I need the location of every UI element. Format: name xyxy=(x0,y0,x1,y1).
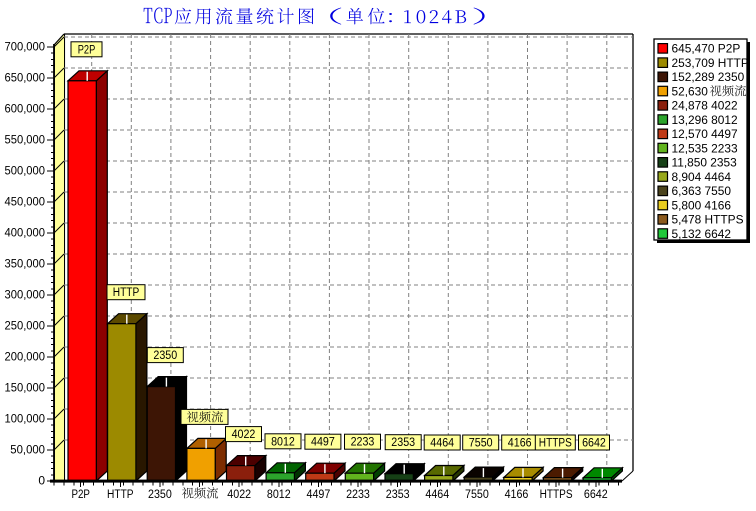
svg-text:6642: 6642 xyxy=(584,487,608,501)
svg-text:600,000: 600,000 xyxy=(5,101,46,115)
svg-text:2353: 2353 xyxy=(386,487,410,501)
svg-text:50,000: 50,000 xyxy=(10,442,45,456)
svg-text:2233: 2233 xyxy=(346,487,370,501)
svg-text:52,630: 52,630 xyxy=(672,84,709,98)
svg-text:8012: 8012 xyxy=(271,436,295,448)
svg-text:350,000: 350,000 xyxy=(5,256,46,270)
svg-text:4166: 4166 xyxy=(508,438,532,450)
svg-text:4022: 4022 xyxy=(232,429,256,441)
svg-text:0: 0 xyxy=(38,473,45,487)
svg-text:12,570 4497: 12,570 4497 xyxy=(672,127,739,141)
svg-text:152,289 2350: 152,289 2350 xyxy=(672,70,745,84)
svg-text:4497: 4497 xyxy=(311,437,335,449)
svg-text:150,000: 150,000 xyxy=(5,380,46,394)
svg-text:HTTPS: HTTPS xyxy=(539,438,572,450)
svg-text:450,000: 450,000 xyxy=(5,194,46,208)
svg-text:4464: 4464 xyxy=(425,487,449,501)
svg-text:550,000: 550,000 xyxy=(5,132,46,146)
svg-text:8012: 8012 xyxy=(267,487,291,501)
svg-text:253,709 HTTP: 253,709 HTTP xyxy=(672,56,749,70)
svg-text:5,800 4166: 5,800 4166 xyxy=(672,198,732,212)
svg-text:P2P: P2P xyxy=(71,487,90,501)
svg-text:24,878 4022: 24,878 4022 xyxy=(672,99,739,113)
svg-text:HTTP: HTTP xyxy=(107,487,134,501)
svg-text:2233: 2233 xyxy=(351,437,375,449)
svg-text:2353: 2353 xyxy=(391,437,415,449)
svg-text:HTTPS: HTTPS xyxy=(540,487,573,501)
svg-text:5,478 HTTPS: 5,478 HTTPS xyxy=(672,213,744,227)
svg-text:5,132 6642: 5,132 6642 xyxy=(672,227,732,241)
svg-text:11,850 2353: 11,850 2353 xyxy=(672,156,738,170)
svg-text:P2P: P2P xyxy=(78,44,96,56)
svg-text:4464: 4464 xyxy=(430,438,454,450)
svg-text:645,470 P2P: 645,470 P2P xyxy=(672,42,741,56)
svg-text:2350: 2350 xyxy=(148,487,172,501)
svg-text:4022: 4022 xyxy=(227,487,251,501)
svg-text:6,363 7550: 6,363 7550 xyxy=(672,184,732,198)
svg-text:4497: 4497 xyxy=(307,487,331,501)
svg-text:300,000: 300,000 xyxy=(5,287,46,301)
svg-text:4166: 4166 xyxy=(505,487,529,501)
svg-text:200,000: 200,000 xyxy=(5,349,46,363)
svg-text:HTTP: HTTP xyxy=(113,287,140,299)
svg-text:8,904 4464: 8,904 4464 xyxy=(672,170,732,184)
svg-text:7550: 7550 xyxy=(469,438,493,450)
svg-text:500,000: 500,000 xyxy=(5,163,46,177)
svg-text:7550: 7550 xyxy=(465,487,489,501)
svg-text:6642: 6642 xyxy=(582,438,606,450)
svg-text:12,535 2233: 12,535 2233 xyxy=(672,141,739,155)
svg-text:400,000: 400,000 xyxy=(5,225,46,239)
svg-text:13,296 8012: 13,296 8012 xyxy=(672,113,739,127)
svg-text:100,000: 100,000 xyxy=(5,411,46,425)
svg-text:250,000: 250,000 xyxy=(5,318,46,332)
svg-text:650,000: 650,000 xyxy=(5,70,46,84)
svg-text:700,000: 700,000 xyxy=(5,39,46,53)
svg-text:2350: 2350 xyxy=(153,350,177,362)
